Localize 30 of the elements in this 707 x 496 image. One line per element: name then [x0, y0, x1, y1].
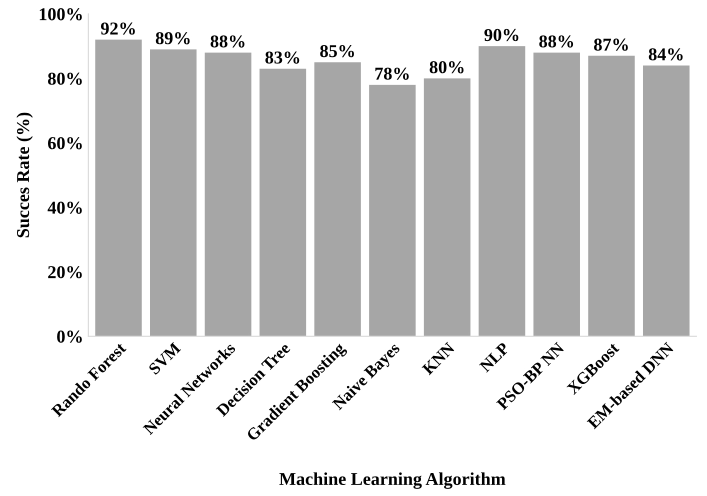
y-tick-label: 20%: [48, 266, 82, 278]
bar: [150, 49, 197, 336]
data-label: 84%: [648, 48, 683, 60]
bar: [533, 52, 580, 336]
bar: [95, 40, 142, 336]
data-label: 88%: [539, 35, 574, 48]
data-label: 89%: [156, 32, 190, 44]
bar: [588, 56, 635, 336]
bar: [478, 46, 526, 336]
data-label: 88%: [210, 35, 244, 48]
bar: [369, 84, 416, 336]
data-label: 87%: [594, 38, 628, 51]
bar: [204, 52, 252, 336]
x-axis-title: Machine Learning Algorithm: [279, 472, 506, 489]
y-tick-label: 40%: [48, 202, 82, 214]
bar: [260, 68, 306, 336]
bar: [314, 62, 361, 336]
data-label: 92%: [100, 22, 135, 35]
data-label: 90%: [484, 28, 518, 42]
y-tick-label: 100%: [40, 8, 82, 20]
y-axis-title: Succes Rate (%): [16, 112, 33, 238]
y-tick-label: 0%: [57, 330, 82, 343]
data-label: 80%: [430, 61, 464, 74]
data-label: 78%: [375, 68, 409, 80]
data-label: 83%: [265, 51, 300, 64]
bar: [424, 78, 470, 336]
y-tick-label: 60%: [48, 137, 82, 150]
data-label: 85%: [320, 45, 354, 58]
bar: [642, 65, 690, 336]
y-tick-label: 80%: [48, 72, 82, 85]
